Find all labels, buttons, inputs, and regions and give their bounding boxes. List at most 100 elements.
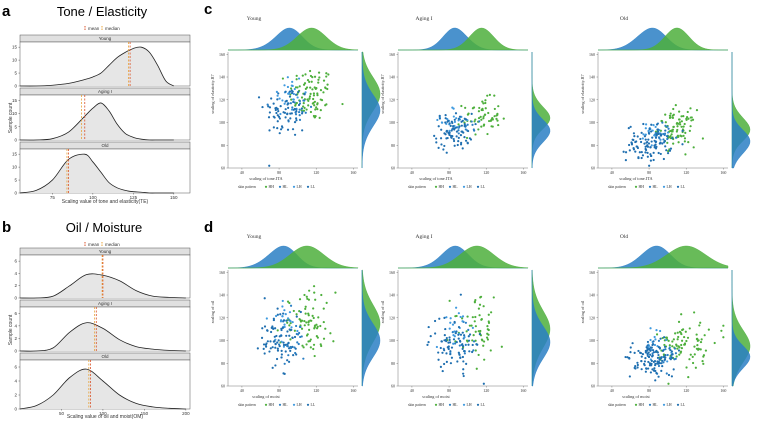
point-hh	[286, 300, 290, 303]
point-hh	[677, 141, 680, 144]
point-ll	[660, 356, 663, 360]
y-axis-label: scaling of oil	[380, 300, 385, 323]
point-ll	[624, 355, 627, 359]
x-tick-label: 40	[410, 388, 414, 393]
point-ll	[434, 332, 437, 335]
point-hh	[276, 329, 279, 332]
point-ll	[664, 145, 667, 148]
point-ll	[271, 346, 274, 349]
point-hh	[298, 85, 301, 88]
point-ll	[634, 367, 637, 370]
point-ll	[677, 349, 681, 352]
point-hh	[295, 101, 298, 105]
point-hh	[464, 106, 467, 109]
point-lh	[665, 338, 668, 342]
y-axis-label: scaling of elasticity.R7	[380, 74, 385, 114]
point-ll	[435, 137, 438, 140]
legend-swatch-ll	[306, 403, 310, 406]
point-hh	[303, 324, 306, 327]
point-ll	[292, 354, 295, 357]
point-hl	[478, 120, 481, 123]
point-lh	[449, 317, 452, 320]
point-hl	[466, 123, 469, 126]
point-hh	[672, 107, 675, 111]
legend-label-lh: LH	[297, 185, 302, 189]
point-ll	[441, 369, 444, 373]
point-ll	[284, 90, 287, 93]
point-ll	[283, 372, 286, 375]
x-tick-label: 120	[483, 170, 489, 175]
point-hh	[474, 349, 477, 352]
point-hh	[689, 125, 692, 128]
legend-swatch-hh	[434, 403, 438, 406]
point-ll	[456, 143, 459, 147]
y-tick-label: 140	[389, 293, 395, 298]
point-ll	[644, 145, 647, 148]
point-hh	[696, 337, 699, 340]
x-tick-label: 150	[141, 411, 149, 416]
point-ll	[672, 368, 675, 371]
point-lh	[654, 338, 657, 341]
point-ll	[640, 355, 643, 358]
y-tick-label: 60	[221, 166, 225, 171]
point-ll	[280, 356, 283, 359]
point-ll	[462, 360, 465, 363]
point-hh	[495, 117, 498, 120]
point-ll	[297, 90, 300, 94]
point-ll	[641, 352, 645, 356]
point-ll	[639, 137, 642, 141]
point-ll	[295, 93, 298, 96]
x-tick-label: 120	[483, 388, 489, 393]
point-hl	[286, 345, 289, 348]
point-hh	[674, 332, 677, 335]
legend-swatch-lh	[462, 185, 466, 188]
point-ll	[279, 128, 283, 131]
legend-label-ll: LL	[681, 403, 686, 407]
point-ll	[271, 366, 274, 369]
point-ll	[272, 102, 275, 105]
point-ll	[439, 137, 443, 140]
point-hh	[480, 118, 483, 121]
point-hh	[302, 102, 305, 105]
scatter-plot-aging-i: Aging I 60 80 100 120 140 160 40 80 120 160 scaling…	[380, 16, 551, 189]
point-ll	[633, 135, 636, 138]
point-lh	[290, 326, 293, 329]
point-ll	[266, 340, 269, 343]
point-hh	[307, 323, 310, 326]
y-tick-label: 120	[219, 315, 225, 320]
legend-swatch-lh	[662, 185, 666, 188]
point-ll	[655, 134, 658, 137]
point-ll	[471, 343, 474, 347]
point-ll	[445, 137, 448, 140]
point-lh	[282, 345, 286, 348]
y-tick-label: 160	[589, 52, 595, 57]
point-ll	[651, 136, 654, 139]
point-hh	[497, 123, 500, 127]
point-hh	[672, 125, 675, 129]
x-tick-label: 75	[50, 195, 56, 200]
point-hl	[471, 123, 474, 126]
x-axis-label: scaling of moist	[622, 394, 650, 399]
legend-swatch-lh	[662, 403, 666, 406]
point-hh	[295, 313, 298, 316]
point-ll	[426, 343, 429, 346]
point-hh	[327, 73, 330, 76]
point-hh	[316, 93, 319, 97]
point-ll	[643, 135, 647, 138]
point-ll	[650, 154, 653, 158]
point-ll	[660, 369, 663, 372]
point-ll	[268, 106, 272, 109]
point-hh	[477, 110, 481, 113]
point-hh	[487, 119, 491, 123]
point-hh	[306, 78, 310, 82]
point-ll	[652, 360, 656, 364]
y-tick-label: 10	[12, 58, 18, 63]
legend-swatch-ll	[676, 403, 680, 406]
y-tick-label: 2	[14, 336, 17, 341]
point-hh	[489, 349, 492, 352]
point-hh	[318, 116, 321, 119]
point-lh	[455, 306, 458, 309]
point-ll	[282, 312, 285, 315]
point-ll	[656, 128, 660, 131]
point-hh	[689, 353, 692, 356]
